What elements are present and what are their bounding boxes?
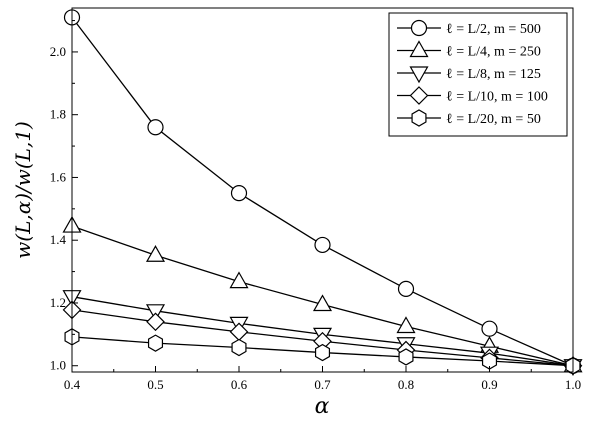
legend-label: ℓ = L/20, m = 50 [446, 112, 541, 127]
y-axis: 1.0 1.2 1.4 1.6 1.8 2.0 [50, 20, 78, 373]
y-axis-label: w(L,α)/w(L,1) [11, 121, 35, 259]
legend-marker [410, 19, 428, 37]
legend-marker [409, 86, 429, 105]
data-point [398, 348, 414, 366]
x-axis-label: α [315, 394, 330, 419]
data-point [147, 119, 164, 136]
legend-label: ℓ = L/2, m = 500 [446, 22, 541, 37]
data-point [314, 343, 331, 362]
data-point [146, 312, 165, 332]
legend-marker [411, 109, 427, 127]
data-point [396, 316, 416, 334]
x-tick-label: 0.5 [147, 377, 163, 392]
data-point [229, 271, 249, 289]
x-tick-label: 0.8 [398, 377, 414, 392]
x-tick-label: 0.7 [314, 377, 331, 392]
legend-marker [409, 66, 429, 84]
data-point [230, 185, 248, 202]
series-1 [63, 9, 582, 374]
y-tick-label: 1.2 [50, 295, 66, 310]
data-point [231, 338, 247, 357]
legend-label: ℓ = L/10, m = 100 [446, 90, 548, 105]
x-tick-label: 1.0 [565, 377, 581, 392]
y-tick-label: 1.4 [50, 232, 67, 247]
y-tick-label: 1.6 [50, 169, 67, 184]
y-tick-label: 1.8 [50, 107, 66, 122]
data-point [147, 334, 164, 352]
x-tick-label: 0.6 [231, 377, 248, 392]
y-tick-label: 1.0 [50, 358, 66, 373]
legend-marker [409, 40, 429, 58]
legend-label: ℓ = L/4, m = 250 [446, 45, 541, 60]
legend: ℓ = L/2, m = 500 ℓ = L/4, m = 250 ℓ = L/8,… [388, 12, 568, 137]
x-axis: 0.4 0.5 0.6 0.7 0.8 0.9 1.0 [64, 366, 581, 392]
data-point [145, 304, 166, 322]
legend-label: ℓ = L/8, m = 125 [446, 67, 541, 82]
data-point [312, 294, 333, 312]
data-point [314, 236, 331, 254]
data-point [481, 320, 498, 337]
x-tick-label: 0.9 [481, 377, 497, 392]
data-point [229, 322, 249, 342]
data-point [145, 245, 166, 262]
data-point [397, 280, 415, 297]
series-4 [62, 300, 583, 376]
y-tick-label: 2.0 [50, 44, 66, 59]
x-tick-label: 0.4 [64, 377, 81, 392]
